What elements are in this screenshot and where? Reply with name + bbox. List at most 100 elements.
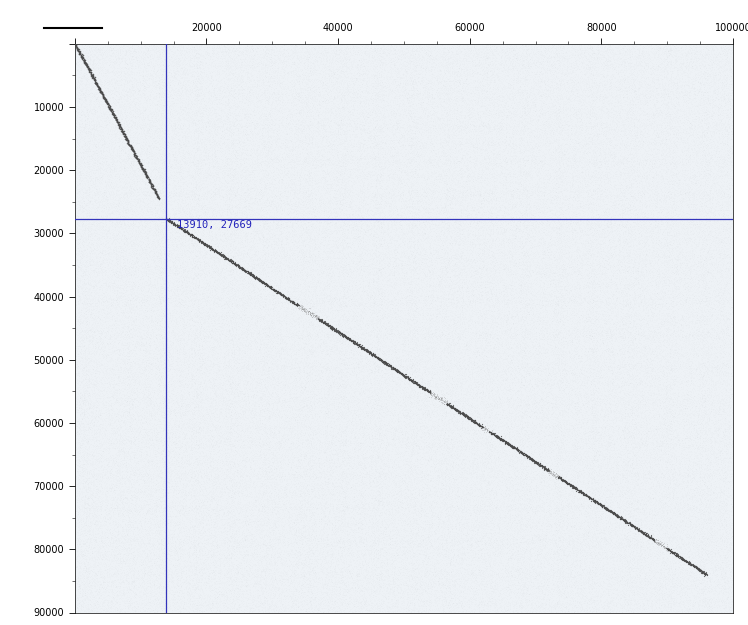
Point bbox=[361, 40, 373, 50]
Point bbox=[670, 467, 682, 477]
Point bbox=[459, 328, 471, 338]
Point bbox=[233, 372, 245, 382]
Point bbox=[696, 51, 708, 61]
Point bbox=[614, 229, 626, 239]
Point bbox=[424, 326, 436, 336]
Point bbox=[417, 57, 429, 67]
Point bbox=[527, 198, 539, 208]
Point bbox=[437, 282, 449, 292]
Point bbox=[82, 580, 94, 590]
Point bbox=[134, 253, 146, 262]
Point bbox=[402, 408, 414, 418]
Point bbox=[546, 602, 558, 612]
Point bbox=[204, 289, 216, 299]
Point bbox=[570, 602, 582, 612]
Point bbox=[234, 67, 246, 77]
Point bbox=[159, 329, 171, 339]
Point bbox=[90, 492, 102, 502]
Point bbox=[322, 305, 334, 315]
Point bbox=[640, 411, 652, 421]
Point bbox=[284, 217, 296, 227]
Point bbox=[289, 178, 301, 188]
Point bbox=[650, 238, 662, 248]
Point bbox=[285, 246, 297, 256]
Point bbox=[493, 581, 505, 591]
Point bbox=[188, 134, 200, 144]
Point bbox=[265, 477, 277, 487]
Point bbox=[507, 94, 519, 104]
Point bbox=[453, 101, 465, 111]
Point bbox=[613, 328, 625, 338]
Point bbox=[457, 448, 469, 458]
Point bbox=[394, 144, 406, 154]
Point bbox=[631, 399, 643, 409]
Point bbox=[584, 62, 596, 72]
Point bbox=[462, 210, 474, 220]
Point bbox=[144, 438, 156, 448]
Point bbox=[405, 241, 417, 251]
Point bbox=[120, 174, 132, 184]
Point bbox=[515, 374, 527, 384]
Point bbox=[308, 51, 320, 61]
Point bbox=[509, 269, 521, 279]
Point bbox=[97, 398, 109, 408]
Point bbox=[558, 391, 570, 401]
Point bbox=[500, 344, 512, 354]
Point bbox=[216, 163, 228, 173]
Point bbox=[112, 106, 124, 116]
Point bbox=[595, 181, 607, 191]
Point bbox=[663, 439, 675, 449]
Point bbox=[623, 162, 635, 172]
Point bbox=[666, 262, 678, 272]
Point bbox=[114, 416, 126, 426]
Point bbox=[351, 111, 363, 121]
Point bbox=[516, 85, 528, 95]
Point bbox=[464, 239, 476, 249]
Point bbox=[263, 602, 275, 612]
Point bbox=[396, 305, 408, 315]
Point bbox=[366, 389, 378, 399]
Point bbox=[116, 114, 128, 124]
Point bbox=[302, 48, 314, 58]
Point bbox=[365, 403, 377, 413]
Point bbox=[684, 588, 696, 598]
Point bbox=[465, 107, 476, 118]
Point bbox=[725, 351, 737, 361]
Point bbox=[391, 426, 403, 436]
Point bbox=[428, 77, 440, 87]
Point bbox=[165, 220, 177, 230]
Point bbox=[703, 316, 715, 326]
Point bbox=[569, 104, 581, 114]
Point bbox=[708, 355, 720, 365]
Point bbox=[216, 381, 228, 391]
Point bbox=[384, 526, 396, 536]
Point bbox=[714, 233, 726, 243]
Point bbox=[165, 311, 177, 321]
Point bbox=[503, 589, 515, 599]
Point bbox=[253, 437, 265, 447]
Point bbox=[390, 606, 402, 616]
Point bbox=[365, 83, 377, 93]
Point bbox=[286, 244, 298, 254]
Point bbox=[365, 138, 377, 148]
Point bbox=[529, 174, 541, 184]
Point bbox=[403, 101, 415, 111]
Point bbox=[399, 319, 411, 329]
Point bbox=[656, 190, 668, 200]
Point bbox=[169, 539, 181, 549]
Point bbox=[127, 49, 139, 59]
Point bbox=[613, 502, 625, 512]
Point bbox=[320, 201, 332, 211]
Point bbox=[693, 54, 705, 64]
Point bbox=[721, 221, 733, 231]
Point bbox=[212, 169, 224, 179]
Point bbox=[109, 380, 121, 390]
Point bbox=[239, 265, 251, 275]
Point bbox=[602, 294, 614, 304]
Point bbox=[408, 88, 420, 98]
Point bbox=[715, 306, 727, 316]
Point bbox=[243, 415, 255, 425]
Point bbox=[385, 479, 397, 489]
Point bbox=[279, 232, 291, 242]
Point bbox=[301, 54, 313, 64]
